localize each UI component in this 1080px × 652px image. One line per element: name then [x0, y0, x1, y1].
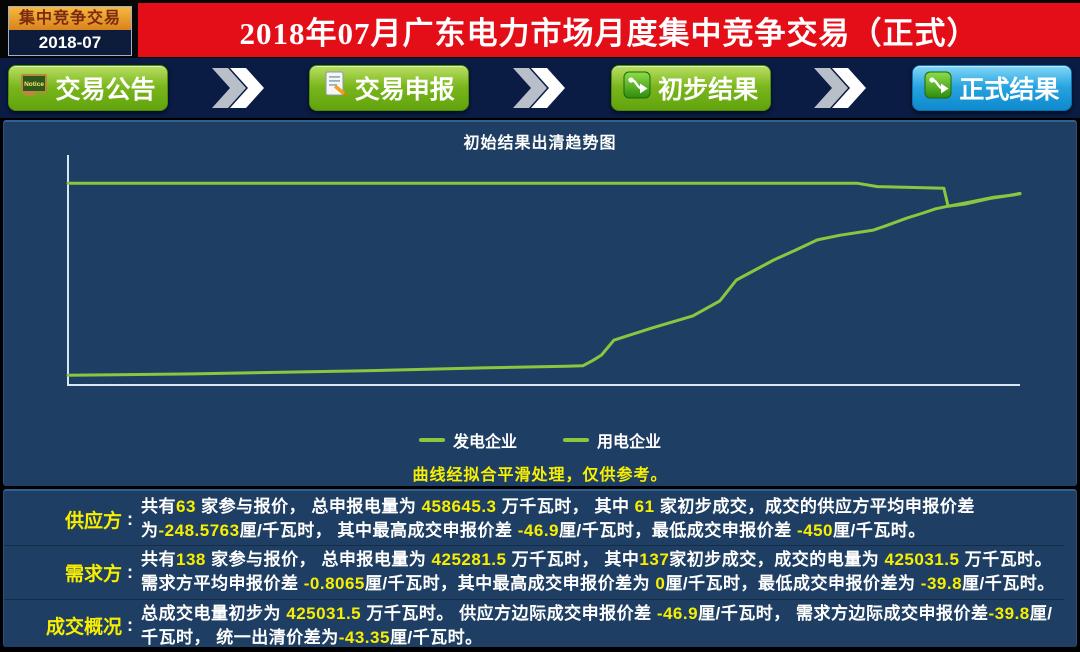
nav-button-official-results[interactable]: 正式结果: [911, 65, 1072, 111]
document-pencil-icon: [324, 71, 348, 105]
row-colon: :: [127, 561, 133, 582]
trade-type-badge: 集中竞争交易 2018-07: [8, 6, 132, 56]
share-result-icon: [623, 71, 651, 106]
row-text: 总成交电量初步为 425031.5 万千瓦时。 供应方边际成交申报价差 -46.…: [141, 603, 1053, 647]
legend-item-generators: 发电企业: [418, 428, 517, 452]
legend-dash-icon: [563, 438, 589, 442]
row-label: 供应方: [64, 510, 122, 532]
row-text: 共有138 家参与报价， 总申报电量为 425281.5 万千瓦时， 其中137…: [141, 550, 1055, 594]
notice-icon-text: Notice: [25, 81, 45, 88]
summary-row-supply: 供应方 : 共有63 家参与报价， 总申报电量为 458645.3 万千瓦时， …: [4, 493, 1064, 545]
chart-legend: 发电企业 用电企业: [4, 428, 1076, 452]
page-title: 2018年07月广东电力市场月度集中竞争交易（正式）: [239, 15, 979, 51]
badge-period: 2018-07: [38, 33, 102, 52]
chevron-right-icon: [814, 68, 868, 108]
title-bar: 2018年07月广东电力市场月度集中竞争交易（正式）: [138, 3, 1080, 57]
badge-title: 集中竞争交易: [9, 7, 131, 30]
nav-button-label: 交易公告: [55, 76, 156, 104]
chart-title: 初始结果出清趋势图: [463, 135, 617, 152]
nav-button-label: 交易申报: [354, 76, 455, 104]
workflow-nav: Notice 交易公告 交易申报: [0, 58, 1080, 118]
summary-row-demand: 需求方 : 共有138 家参与报价， 总申报电量为 425281.5 万千瓦时，…: [4, 545, 1064, 598]
legend-label: 用电企业: [597, 434, 662, 451]
nav-button-label: 正式结果: [959, 76, 1060, 104]
chevron-right-icon: [211, 68, 266, 108]
legend-dash-icon: [418, 438, 445, 442]
header: 集中竞争交易 2018-07 2018年07月广东电力市场月度集中竞争交易（正式…: [0, 0, 1080, 58]
row-label: 需求方: [64, 563, 122, 585]
nav-button-preliminary-results[interactable]: 初步结果: [610, 65, 771, 111]
row-colon: :: [127, 615, 133, 636]
row-text: 共有63 家参与报价， 总申报电量为 458645.3 万千瓦时， 其中 61 …: [141, 497, 975, 541]
nav-button-trade-notice[interactable]: Notice 交易公告: [8, 65, 168, 111]
notice-board-icon: Notice: [20, 72, 48, 105]
share-result-icon: [924, 71, 952, 106]
chart-panel: 初始结果出清趋势图 发电企业 用电企业 曲线经拟合平滑处理，仅供参考。: [3, 120, 1077, 486]
chart-disclaimer-note: 曲线经拟合平滑处理，仅供参考。: [412, 467, 668, 484]
clearing-trend-chart: [66, 155, 1022, 386]
summary-panel: 供应方 : 共有63 家参与报价， 总申报电量为 458645.3 万千瓦时， …: [3, 489, 1077, 647]
nav-button-trade-declaration[interactable]: 交易申报: [309, 65, 470, 111]
summary-row-deal-overview: 成交概况 : 总成交电量初步为 425031.5 万千瓦时。 供应方边际成交申报…: [4, 598, 1064, 652]
legend-label: 发电企业: [452, 434, 517, 451]
nav-button-label: 初步结果: [658, 76, 759, 104]
row-label: 成交概况: [45, 617, 122, 639]
chevron-right-icon: [512, 68, 567, 108]
row-colon: :: [127, 508, 133, 529]
legend-item-consumers: 用电企业: [563, 428, 661, 452]
